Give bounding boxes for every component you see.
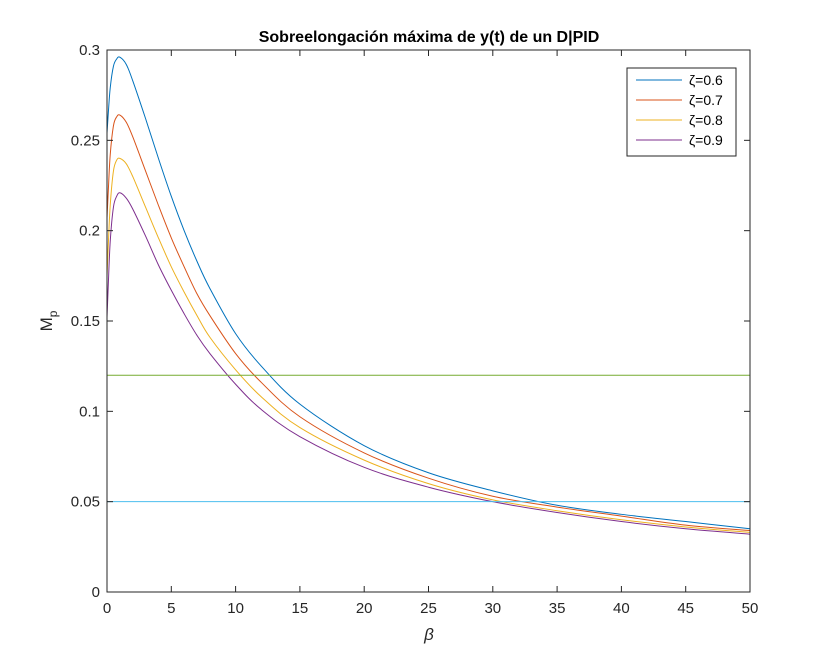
legend-box (626, 67, 737, 157)
legend-label-1: ζ=0.6 (689, 72, 723, 88)
y-tick-label: 0.3 (79, 42, 100, 59)
x-tick-label: 45 (677, 600, 694, 617)
x-tick-label: 40 (613, 600, 630, 617)
x-tick-label: 15 (292, 600, 309, 617)
legend-items: ζ=0.6 ζ=0.7 ζ=0.8 ζ=0.9 (636, 72, 723, 148)
svg-text:Mp: Mp (37, 310, 60, 331)
y-tick-label: 0.2 (79, 223, 100, 240)
x-tick-label: 50 (742, 600, 759, 617)
y-axis-label-subscript: p (46, 310, 60, 317)
y-tick-label: 0.05 (71, 494, 100, 511)
series-line-4 (106, 192, 751, 535)
series-layer (106, 56, 751, 535)
y-tick-label: 0.1 (79, 403, 100, 420)
y-tick-label: 0 (92, 584, 100, 601)
legend: ζ=0.6 ζ=0.7 ζ=0.8 ζ=0.9 (626, 67, 737, 157)
y-tick-label: 0.25 (71, 132, 100, 149)
series-line-1 (106, 56, 751, 530)
x-tick-label: 20 (356, 600, 373, 617)
legend-label-4: ζ=0.9 (689, 132, 723, 148)
x-tick-label: 25 (420, 600, 437, 617)
legend-label-3: ζ=0.8 (689, 112, 723, 128)
ticks-layer: 0 5 10 15 20 25 30 35 40 45 50 0 0.05 0.1 0.15 0.2 0.25 0… (71, 42, 759, 617)
y-axis-label: Mp (37, 310, 60, 331)
x-tick-label: 35 (549, 600, 566, 617)
x-tick-label: 0 (103, 600, 111, 617)
chart-title: Sobreelongación máxima de y(t) de un D|P… (259, 29, 600, 46)
legend-label-2: ζ=0.7 (689, 92, 723, 108)
series-line-2 (106, 114, 751, 532)
y-axis-label-main: M (37, 317, 56, 331)
x-tick-label: 30 (484, 600, 501, 617)
x-tick-label: 5 (167, 600, 175, 617)
x-tick-label: 10 (227, 600, 244, 617)
x-axis-label: β (423, 625, 434, 644)
y-tick-label: 0.15 (71, 313, 100, 330)
series-line-3 (106, 157, 751, 533)
